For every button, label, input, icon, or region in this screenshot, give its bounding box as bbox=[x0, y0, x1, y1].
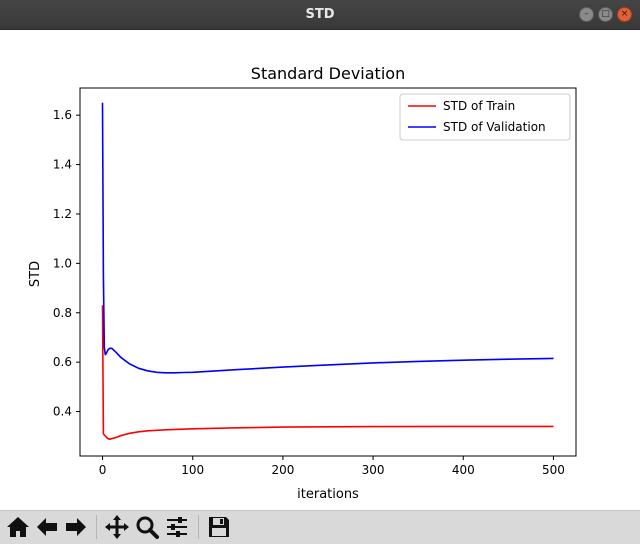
series-line-std-of-validation bbox=[101, 102, 554, 374]
forward-arrow-icon bbox=[66, 518, 86, 536]
window-titlebar: STD – □ × bbox=[0, 0, 640, 30]
x-tick-label: 100 bbox=[181, 463, 204, 477]
chart: 0 100 200 300 400 500 0.4 0.6 0.8 1.0 1.2 1.4 1.6 S… bbox=[28, 64, 577, 502]
x-tick-label: 300 bbox=[362, 463, 385, 477]
toolbar-separator bbox=[198, 515, 199, 539]
y-tick-label: 1.6 bbox=[53, 108, 72, 122]
close-button[interactable]: × bbox=[617, 7, 632, 22]
window-controls: – □ × bbox=[579, 7, 632, 22]
x-ticks: 0 100 200 300 400 500 bbox=[99, 456, 565, 477]
x-tick-label: 400 bbox=[452, 463, 475, 477]
x-tick-label: 0 bbox=[99, 463, 107, 477]
toolbar-separator bbox=[96, 515, 97, 539]
window-title: STD bbox=[305, 7, 335, 22]
back-button[interactable] bbox=[34, 514, 60, 540]
navigation-toolbar bbox=[0, 510, 640, 544]
chart-title: Standard Deviation bbox=[251, 64, 405, 83]
x-axis-label: iterations bbox=[297, 487, 359, 502]
y-tick-label: 0.8 bbox=[53, 306, 72, 320]
maximize-button[interactable]: □ bbox=[598, 7, 613, 22]
save-icon bbox=[209, 517, 229, 537]
x-tick-label: 200 bbox=[271, 463, 294, 477]
series-line-std-of-train bbox=[101, 305, 554, 441]
zoom-icon bbox=[136, 516, 159, 539]
y-tick-label: 0.6 bbox=[53, 355, 72, 369]
y-tick-label: 1.4 bbox=[53, 158, 72, 172]
configure-subplots-button[interactable] bbox=[164, 514, 190, 540]
pan-icon bbox=[105, 515, 129, 539]
minimize-button[interactable]: – bbox=[579, 7, 594, 22]
back-arrow-icon bbox=[37, 518, 57, 536]
legend-box bbox=[399, 93, 571, 141]
figure-canvas: 0 100 200 300 400 500 0.4 0.6 0.8 1.0 1.2 1.4 1.6 S… bbox=[0, 30, 640, 510]
y-tick-label: 0.4 bbox=[53, 405, 72, 419]
home-button[interactable] bbox=[5, 514, 31, 540]
y-ticks: 0.4 0.6 0.8 1.0 1.2 1.4 1.6 bbox=[53, 108, 80, 419]
configure-subplots-icon bbox=[167, 517, 187, 537]
y-tick-label: 1.0 bbox=[53, 256, 72, 270]
x-tick-label: 500 bbox=[542, 463, 565, 477]
forward-button[interactable] bbox=[63, 514, 89, 540]
series-lines bbox=[101, 102, 554, 441]
legend: STD of Train STD of Validation bbox=[399, 93, 571, 141]
axes bbox=[79, 87, 577, 457]
legend-label: STD of Validation bbox=[443, 120, 546, 134]
y-axis-label: STD bbox=[28, 261, 43, 287]
legend-label: STD of Train bbox=[443, 99, 515, 113]
zoom-button[interactable] bbox=[134, 514, 160, 540]
home-icon bbox=[7, 517, 29, 537]
axes-frame bbox=[79, 87, 577, 457]
pan-button[interactable] bbox=[104, 514, 130, 540]
y-tick-label: 1.2 bbox=[53, 207, 72, 221]
save-button[interactable] bbox=[206, 514, 232, 540]
